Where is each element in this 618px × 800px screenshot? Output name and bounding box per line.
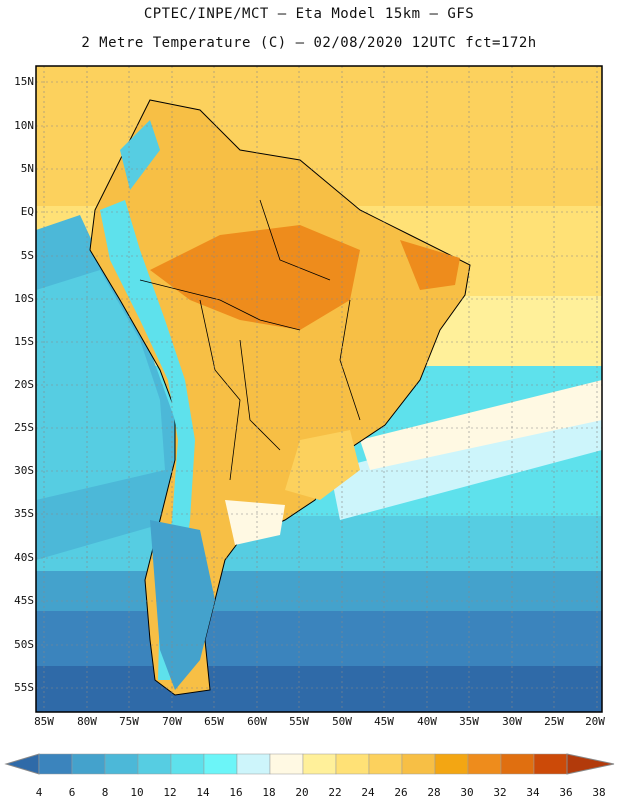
colorbar-swatch [203, 753, 238, 775]
colorbar-swatch [302, 753, 337, 775]
lon-label: 85W [34, 715, 54, 728]
colorbar-arrow-low [4, 753, 40, 775]
lon-label: 75W [119, 715, 139, 728]
lon-label: 65W [204, 715, 224, 728]
lat-label: 40S [14, 551, 34, 564]
lat-label: 10S [14, 292, 34, 305]
colorbar-swatch [500, 753, 535, 775]
lat-label: 50S [14, 638, 34, 651]
colorbar-swatch [137, 753, 172, 775]
colorbar-label: 28 [427, 786, 441, 799]
colorbar-label: 26 [394, 786, 408, 799]
lat-label: 25S [14, 421, 34, 434]
lat-label: 55S [14, 681, 34, 694]
colorbar-swatch [104, 753, 139, 775]
colorbar-label: 38 [592, 786, 606, 799]
colorbar-swatch [269, 753, 304, 775]
colorbar-label: 36 [559, 786, 573, 799]
colorbar-label: 10 [130, 786, 144, 799]
lon-label: 30W [502, 715, 522, 728]
lon-label: 80W [77, 715, 97, 728]
colorbar-swatch [467, 753, 502, 775]
colorbar-label: 20 [295, 786, 309, 799]
lon-label: 50W [332, 715, 352, 728]
lon-label: 70W [162, 715, 182, 728]
lat-label: 5N [20, 162, 34, 175]
colorbar-label: 34 [526, 786, 540, 799]
colorbar-label: 12 [163, 786, 177, 799]
colorbar-label: 24 [361, 786, 375, 799]
lat-label: 15N [14, 75, 34, 88]
colorbar-swatch [368, 753, 403, 775]
lon-label: 60W [247, 715, 267, 728]
colorbar-swatch [170, 753, 205, 775]
lat-label: 20S [14, 378, 34, 391]
lat-label: EQ [20, 205, 34, 218]
lat-label: 5S [20, 249, 34, 262]
lon-label: 45W [374, 715, 394, 728]
colorbar-label: 14 [196, 786, 210, 799]
lon-label: 40W [417, 715, 437, 728]
lat-label: 10N [14, 119, 34, 132]
lat-label: 30S [14, 464, 34, 477]
colorbar-swatch [38, 753, 73, 775]
lon-label: 55W [289, 715, 309, 728]
graticule [36, 66, 602, 712]
colorbar-swatch [434, 753, 469, 775]
colorbar-label: 32 [493, 786, 507, 799]
lon-label: 25W [544, 715, 564, 728]
lat-label: 35S [14, 507, 34, 520]
south-america-land [89, 99, 471, 696]
map-frame [35, 65, 603, 713]
lon-label: 35W [459, 715, 479, 728]
colorbar-label: 16 [229, 786, 243, 799]
colorbar-swatch [236, 753, 271, 775]
colorbar-label: 6 [68, 786, 76, 799]
colorbar-swatch [335, 753, 370, 775]
colorbar-label: 30 [460, 786, 474, 799]
colorbar-arrow-high [566, 753, 615, 775]
colorbar-label: 18 [262, 786, 276, 799]
chart-title-line1: CPTEC/INPE/MCT – Eta Model 15km – GFS [143, 6, 475, 22]
colorbar-label: 22 [328, 786, 342, 799]
lat-label: 45S [14, 594, 34, 607]
colorbar-swatch [533, 753, 568, 775]
colorbar-swatch [71, 753, 106, 775]
colorbar-label: 4 [35, 786, 43, 799]
chart-title-line2: 2 Metre Temperature (C) – 02/08/2020 12U… [81, 35, 537, 51]
colorbar-label: 8 [101, 786, 109, 799]
colorbar [4, 753, 615, 775]
colorbar-swatch [401, 753, 436, 775]
lat-label: 15S [14, 335, 34, 348]
lon-label: 20W [585, 715, 605, 728]
